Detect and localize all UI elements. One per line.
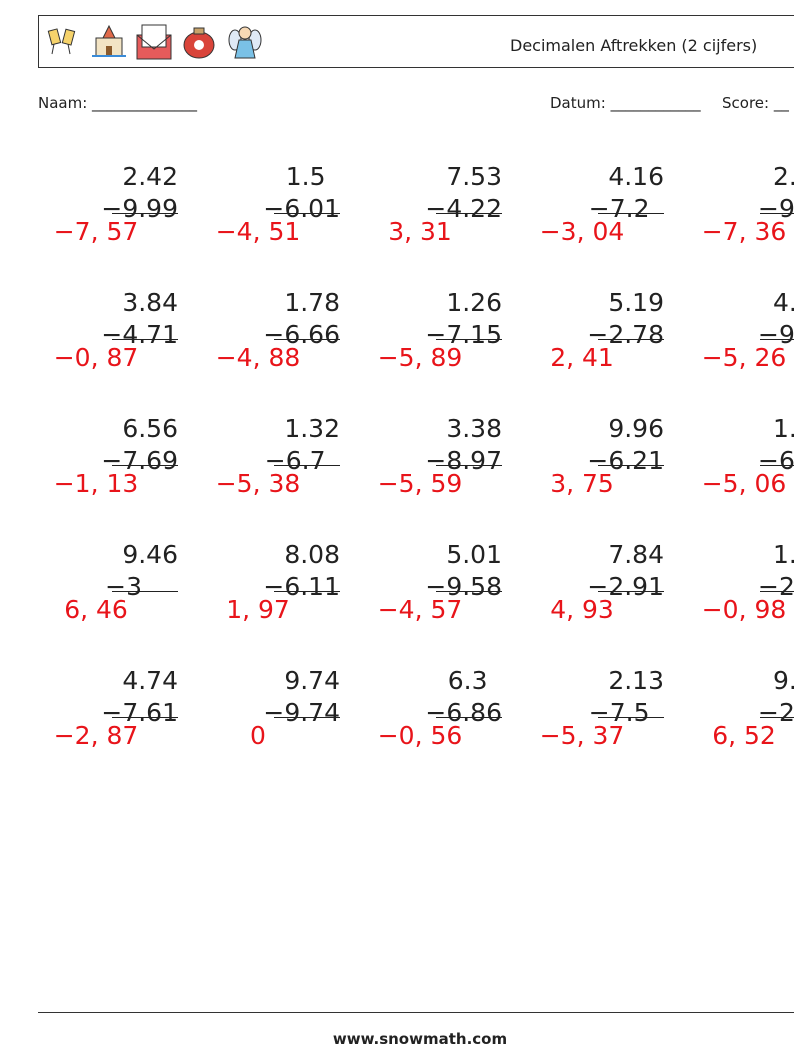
subtrahend: −9.58 bbox=[425, 572, 502, 601]
worksheet-title: Decimalen Aftrekken (2 cijfers) bbox=[510, 36, 757, 55]
header-icons bbox=[47, 24, 262, 60]
answer: −5, 89 bbox=[378, 343, 463, 372]
subtrahend: −7.2 bbox=[589, 194, 650, 223]
subtrahend: −2.78 bbox=[587, 320, 664, 349]
answer: −2, 87 bbox=[54, 721, 139, 750]
footer-site: www.snowmath.com bbox=[333, 1030, 507, 1048]
subtrahend: −8.97 bbox=[425, 446, 502, 475]
answer: −0, 56 bbox=[378, 721, 463, 750]
answer: 6, 52 bbox=[712, 721, 776, 750]
minuend: 7.53 bbox=[446, 162, 502, 191]
subtrahend: −6.21 bbox=[587, 446, 664, 475]
minuend: 4.74 bbox=[122, 666, 178, 695]
subtrahend: −7.69 bbox=[101, 446, 178, 475]
subtrahend: −6.66 bbox=[263, 320, 340, 349]
minuend: 3.84 bbox=[122, 288, 178, 317]
answer: −3, 04 bbox=[540, 217, 625, 246]
answer: −5, 38 bbox=[216, 469, 301, 498]
answer: −7, 57 bbox=[54, 217, 139, 246]
subtrahend: −3 bbox=[105, 572, 142, 601]
minuend: 1. bbox=[773, 540, 794, 569]
answer: 3, 75 bbox=[550, 469, 614, 498]
minuend: 9.74 bbox=[284, 666, 340, 695]
answer: −5, 26 bbox=[702, 343, 787, 372]
subtrahend: −9. bbox=[758, 320, 794, 349]
answer: −4, 57 bbox=[378, 595, 463, 624]
minuend: 1.78 bbox=[284, 288, 340, 317]
answer: −4, 51 bbox=[216, 217, 301, 246]
answer: −1, 13 bbox=[54, 469, 139, 498]
subtrahend: −6.01 bbox=[263, 194, 340, 223]
answer: −5, 59 bbox=[378, 469, 463, 498]
subtrahend: −6. bbox=[758, 446, 794, 475]
minuend: 2.42 bbox=[122, 162, 178, 191]
minuend: 2.13 bbox=[608, 666, 664, 695]
minuend: 4. bbox=[773, 288, 794, 317]
answer: 3, 31 bbox=[388, 217, 452, 246]
subtrahend: −4.22 bbox=[425, 194, 502, 223]
subtrahend: −9.99 bbox=[101, 194, 178, 223]
score-field: Score: __ bbox=[722, 94, 789, 113]
answer: −0, 87 bbox=[54, 343, 139, 372]
minuend: 9.96 bbox=[608, 414, 664, 443]
minuend: 2. bbox=[773, 162, 794, 191]
answer: −5, 37 bbox=[540, 721, 625, 750]
minuend: 3.38 bbox=[446, 414, 502, 443]
answer: 1, 97 bbox=[226, 595, 290, 624]
name-field: Naam: ______________ bbox=[38, 94, 198, 113]
answer: 4, 93 bbox=[550, 595, 614, 624]
subtrahend: −7.15 bbox=[425, 320, 502, 349]
answer: −0, 98 bbox=[702, 595, 787, 624]
subtrahend: −4.71 bbox=[101, 320, 178, 349]
minuend: 5.19 bbox=[608, 288, 664, 317]
minuend: 9.46 bbox=[122, 540, 178, 569]
subtrahend: −6.86 bbox=[425, 698, 502, 727]
minuend: 9.0 bbox=[773, 666, 794, 695]
minuend: 1.26 bbox=[446, 288, 502, 317]
minuend: 4.16 bbox=[608, 162, 664, 191]
subtrahend: −7.61 bbox=[101, 698, 178, 727]
answer: −4, 88 bbox=[216, 343, 301, 372]
minuend: 1.5 bbox=[286, 162, 326, 191]
answer: 6, 46 bbox=[64, 595, 128, 624]
answer: −5, 06 bbox=[702, 469, 787, 498]
subtrahend: −9.74 bbox=[263, 698, 340, 727]
answer: 2, 41 bbox=[550, 343, 614, 372]
minuend: 7.84 bbox=[608, 540, 664, 569]
subtrahend: −2.5 bbox=[758, 698, 794, 727]
subtrahend: −6.11 bbox=[263, 572, 340, 601]
answer: 0 bbox=[250, 721, 266, 750]
subtrahend: −2. bbox=[758, 572, 794, 601]
minuend: 6.3 bbox=[448, 666, 488, 695]
minuend: 6.56 bbox=[122, 414, 178, 443]
subtrahend: −9. bbox=[758, 194, 794, 223]
minuend: 5.01 bbox=[446, 540, 502, 569]
header-box bbox=[38, 15, 794, 68]
subtrahend: −2.91 bbox=[587, 572, 664, 601]
subtrahend: −7.5 bbox=[589, 698, 650, 727]
answer: −7, 36 bbox=[702, 217, 787, 246]
date-field: Datum: ____________ bbox=[550, 94, 701, 113]
minuend: 8.08 bbox=[284, 540, 340, 569]
minuend: 1. bbox=[773, 414, 794, 443]
subtrahend: −6.7 bbox=[265, 446, 326, 475]
minuend: 1.32 bbox=[284, 414, 340, 443]
